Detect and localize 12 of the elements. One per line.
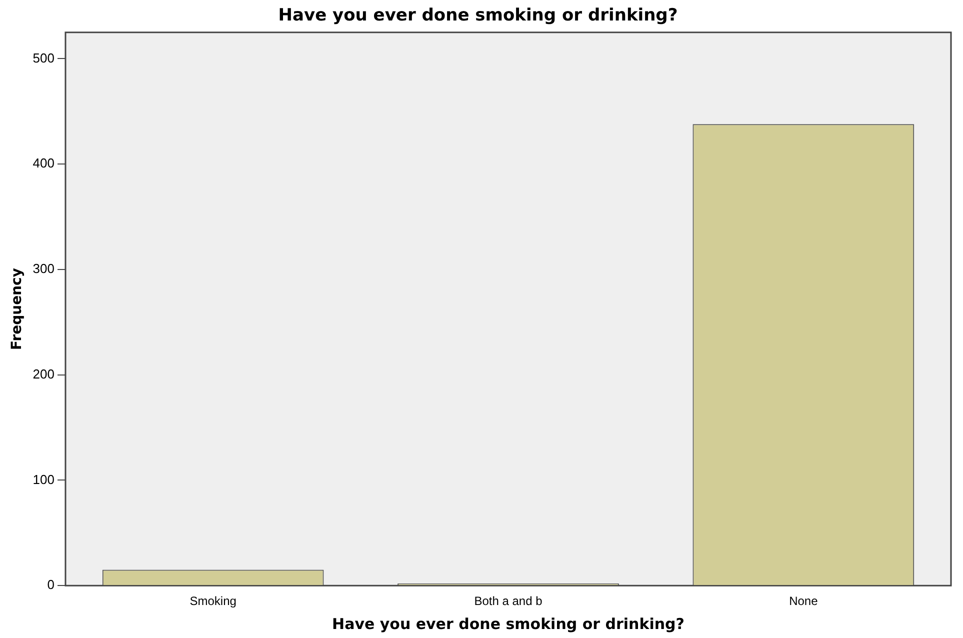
chart-title: Have you ever done smoking or drinking? (278, 6, 678, 26)
x-tick-label: Smoking (190, 594, 236, 608)
x-tick-label: Both a and b (474, 594, 543, 608)
x-tick-label: None (789, 594, 818, 608)
y-tick-label: 200 (32, 366, 54, 382)
y-tick-label: 100 (32, 472, 54, 487)
x-axis-title: Have you ever done smoking or drinking? (332, 614, 684, 633)
y-tick-label: 300 (32, 261, 54, 276)
y-tick-label: 0 (47, 577, 54, 592)
y-tick-label: 400 (32, 156, 54, 171)
y-tick-label: 500 (32, 50, 54, 66)
y-axis-title: Frequency (9, 268, 26, 350)
